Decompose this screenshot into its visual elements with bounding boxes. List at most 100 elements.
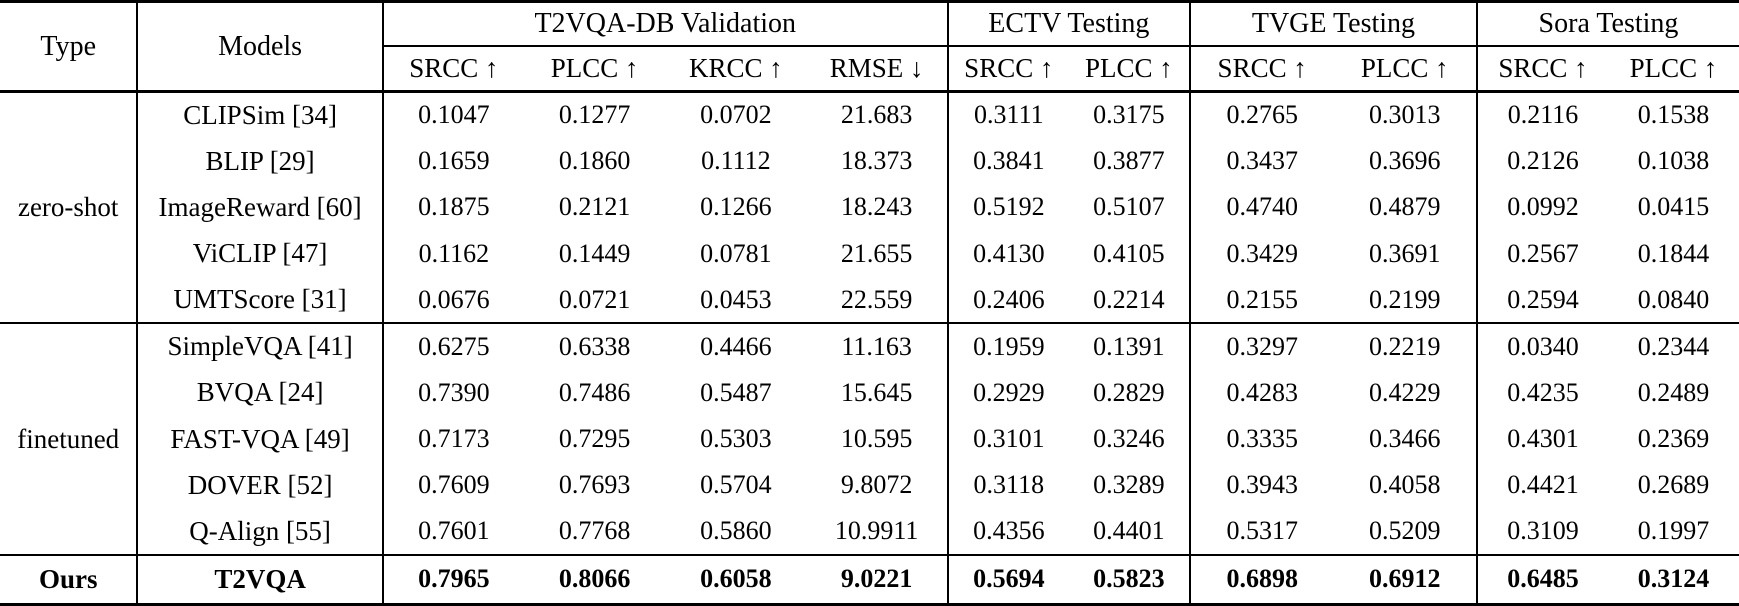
metric-header: KRCC ↑: [665, 45, 807, 93]
value-cell: 0.1860: [558, 146, 631, 176]
value-cell: 0.5860: [700, 516, 772, 546]
value-cell: 0.2406: [946, 276, 1069, 324]
value-cell: 0.3013: [1333, 90, 1477, 138]
value-cell: 0.3429: [1188, 230, 1334, 277]
value-cell: 10.595: [840, 424, 913, 454]
value-cell: 0.3335: [1188, 415, 1334, 463]
value-cell: 0.2344: [1607, 322, 1739, 370]
value-cell: 18.373: [840, 146, 913, 176]
metric-header: PLCC ↑: [1607, 45, 1739, 93]
model-cell: ImageReward [60]: [136, 184, 383, 231]
value-cell: 22.559: [840, 284, 913, 314]
value-cell: 0.0702: [665, 90, 807, 138]
table-row: ImageReward [60] 0.1875 0.2121 0.1266 18.243…: [0, 184, 1739, 231]
table-row: ViCLIP [47] 0.1162 0.1449 0.0781 21.655 0.413…: [0, 230, 1739, 277]
value-cell: 0.2219: [1333, 322, 1477, 370]
value-cell: 21.655: [840, 238, 913, 268]
group-header: ECTV Testing: [946, 1, 1190, 47]
value-cell: 0.2126: [1475, 137, 1608, 185]
table-row: BLIP [29] 0.1659 0.1860 0.1112 18.373 0.3841 0…: [0, 137, 1739, 185]
value-cell: 21.683: [806, 90, 948, 138]
value-cell: 18.243: [840, 192, 913, 222]
table-row: zero-shot CLIPSim [34] 0.1047 0.1277 0.0702 2…: [0, 90, 1739, 324]
value-cell: 0.1844: [1637, 238, 1710, 268]
metric-header: RMSE ↓: [806, 45, 948, 93]
group-header: T2VQA-DB Validation: [381, 1, 948, 47]
table-body: zero-shot CLIPSim [34] 0.1047 0.1277 0.0702 2…: [0, 90, 1739, 605]
value-cell: 0.1162: [381, 230, 524, 277]
value-cell: 0.7295: [558, 424, 631, 454]
table-row: finetuned SimpleVQA [41] 0.6275 0.6338 0.446…: [0, 322, 1739, 555]
metric-header: SRCC ↑: [946, 45, 1069, 93]
value-cell: 0.3297: [1188, 322, 1334, 370]
metric-header: PLCC ↑: [1333, 45, 1477, 93]
value-cell: 0.2689: [1637, 470, 1710, 500]
value-cell: 0.1538: [1607, 90, 1739, 138]
value-cell: 0.3466: [1368, 424, 1441, 454]
value-cell: 0.7693: [558, 470, 631, 500]
group-header: TVGE Testing: [1188, 1, 1477, 47]
type-cell: Ours: [0, 553, 138, 605]
model-cell: ViCLIP [47]: [136, 230, 383, 277]
value-cell: 0.5317: [1188, 508, 1334, 555]
value-cell: 15.645: [840, 377, 913, 407]
value-cell: 0.1047: [381, 90, 524, 138]
value-cell: 0.4466: [665, 322, 807, 370]
value-cell: 0.3109: [1475, 508, 1608, 555]
value-cell: 0.0992: [1475, 184, 1608, 231]
value-cell: 0.1449: [558, 238, 631, 268]
type-cell: zero-shot: [0, 90, 138, 324]
value-cell: 0.3124: [1607, 553, 1739, 605]
value-cell: 0.2369: [1637, 424, 1710, 454]
value-cell: 0.4740: [1188, 184, 1334, 231]
value-cell: 0.2116: [1475, 90, 1608, 138]
group-header: Sora Testing: [1475, 1, 1739, 47]
value-cell: 0.5303: [700, 424, 772, 454]
value-cell: 0.2489: [1637, 377, 1710, 407]
value-cell: 0.3943: [1188, 462, 1334, 509]
model-cell: FAST-VQA [49]: [136, 415, 383, 463]
metric-header: SRCC ↑: [381, 45, 524, 93]
value-cell: 0.1277: [523, 90, 666, 138]
value-cell: 0.0415: [1637, 192, 1710, 222]
metric-header: PLCC ↑: [523, 45, 666, 93]
value-cell: 0.0676: [381, 276, 524, 324]
value-cell: 9.8072: [840, 470, 913, 500]
value-cell: 0.6275: [381, 322, 524, 370]
value-cell: 0.3696: [1368, 146, 1441, 176]
value-cell: 0.0721: [558, 284, 631, 314]
group-header-row: Type Models T2VQA-DB Validation ECTV Test…: [0, 1, 1739, 93]
value-cell: 0.3246: [1093, 424, 1165, 454]
value-cell: 0.2829: [1093, 377, 1165, 407]
value-cell: 0.4105: [1093, 238, 1165, 268]
model-cell: CLIPSim [34]: [136, 90, 383, 138]
value-cell: 0.2765: [1188, 90, 1334, 138]
value-cell: 11.163: [806, 322, 948, 370]
metric-header: PLCC ↑: [1068, 45, 1190, 93]
value-cell: 0.2214: [1093, 284, 1165, 314]
value-cell: 0.1266: [700, 192, 772, 222]
model-cell: DOVER [52]: [136, 462, 383, 509]
value-cell: 0.1659: [381, 137, 524, 185]
value-cell: 0.3289: [1093, 470, 1165, 500]
value-cell: 0.4235: [1475, 369, 1608, 416]
value-cell: 0.6058: [665, 553, 807, 605]
value-cell: 0.5823: [1068, 553, 1190, 605]
value-cell: 0.1391: [1068, 322, 1190, 370]
metric-header: SRCC ↑: [1188, 45, 1334, 93]
value-cell: 0.7609: [381, 462, 524, 509]
value-cell: 0.3111: [946, 90, 1069, 138]
models-column-header: Models: [136, 1, 383, 93]
value-cell: 0.5107: [1093, 192, 1165, 222]
value-cell: 0.7601: [381, 508, 524, 555]
value-cell: 0.0453: [700, 284, 772, 314]
value-cell: 0.1959: [946, 322, 1069, 370]
value-cell: 0.3841: [946, 137, 1069, 185]
value-cell: 0.4879: [1368, 192, 1441, 222]
table-row: Ours T2VQA 0.7965 0.8066 0.6058 9.0221 0.5694 0…: [0, 553, 1739, 605]
value-cell: 0.2199: [1368, 284, 1441, 314]
value-cell: 10.9911: [834, 516, 919, 546]
table-row: UMTScore [31] 0.0676 0.0721 0.0453 22.559 0.2…: [0, 276, 1739, 324]
model-cell: SimpleVQA [41]: [136, 322, 383, 370]
value-cell: 0.1112: [701, 146, 771, 176]
